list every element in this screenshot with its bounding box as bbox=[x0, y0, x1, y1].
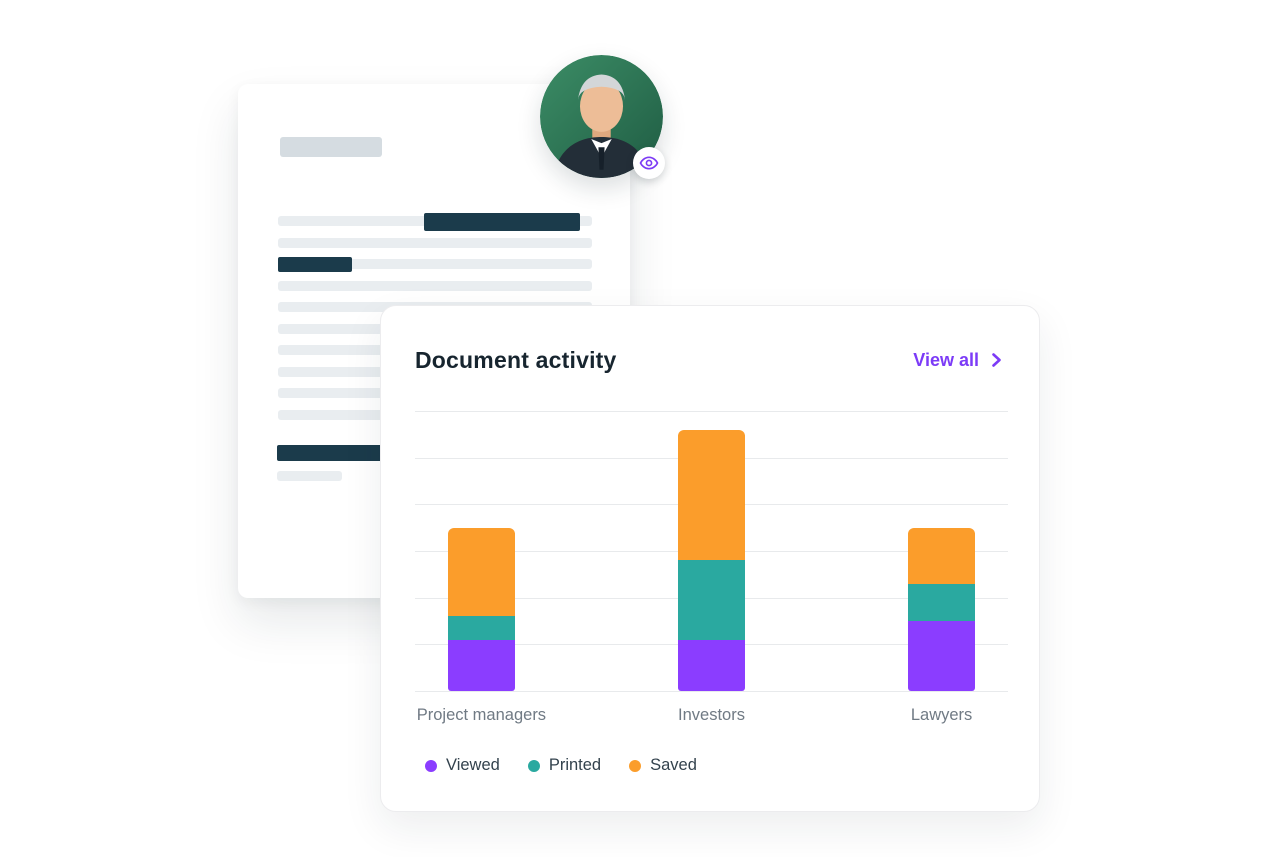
bar-segment-viewed bbox=[678, 639, 745, 691]
bar-segment-viewed bbox=[908, 621, 976, 691]
bar-segment-viewed bbox=[447, 639, 515, 691]
document-highlight-bar bbox=[278, 257, 352, 272]
bar-segment-saved bbox=[908, 527, 976, 584]
legend-label: Printed bbox=[548, 756, 602, 774]
legend-dot bbox=[527, 759, 540, 772]
bar-segment-printed bbox=[908, 583, 976, 621]
legend-dot bbox=[425, 759, 437, 772]
legend-item-viewed: Viewed bbox=[425, 756, 500, 775]
document-title-placeholder bbox=[280, 137, 382, 157]
legend-label: Viewed bbox=[446, 756, 500, 774]
legend-dot bbox=[629, 759, 642, 772]
eye-icon bbox=[639, 156, 659, 170]
card-header: Document activity View all bbox=[415, 342, 1005, 378]
document-activity-card: Document activity View all Project manag… bbox=[380, 305, 1040, 812]
category-label-investors: Investors bbox=[678, 706, 745, 724]
bar-segment-printed bbox=[447, 616, 515, 640]
skeleton-line bbox=[277, 471, 342, 481]
skeleton-line bbox=[278, 238, 592, 248]
bar-investors[interactable] bbox=[678, 429, 745, 691]
chart-legend: Viewed Printed Saved bbox=[425, 756, 697, 775]
skeleton-line bbox=[278, 281, 592, 291]
bar-segment-saved bbox=[678, 429, 745, 561]
view-all-label: View all bbox=[913, 349, 979, 370]
gridline bbox=[415, 691, 1008, 692]
bar-segment-saved bbox=[447, 527, 515, 617]
chart-category-labels: Project managers Investors Lawyers bbox=[415, 706, 1008, 728]
eye-badge bbox=[633, 147, 665, 179]
card-title: Document activity bbox=[415, 346, 617, 373]
skeleton-line bbox=[278, 259, 592, 269]
bar-lawyers[interactable] bbox=[908, 527, 976, 691]
legend-item-saved: Saved bbox=[629, 756, 697, 775]
bar-project-managers[interactable] bbox=[447, 527, 515, 691]
legend-item-printed: Printed bbox=[527, 756, 602, 775]
gridline bbox=[415, 411, 1008, 412]
view-all-link[interactable]: View all bbox=[913, 350, 1005, 371]
legend-label: Saved bbox=[650, 756, 697, 774]
chart-plot bbox=[415, 411, 1008, 692]
category-label-project-managers: Project managers bbox=[416, 706, 547, 724]
document-highlight-bar bbox=[424, 213, 580, 231]
user-avatar[interactable] bbox=[540, 55, 665, 179]
chevron-right-icon bbox=[992, 353, 1001, 367]
bar-segment-printed bbox=[678, 560, 745, 640]
category-label-lawyers: Lawyers bbox=[910, 706, 973, 724]
